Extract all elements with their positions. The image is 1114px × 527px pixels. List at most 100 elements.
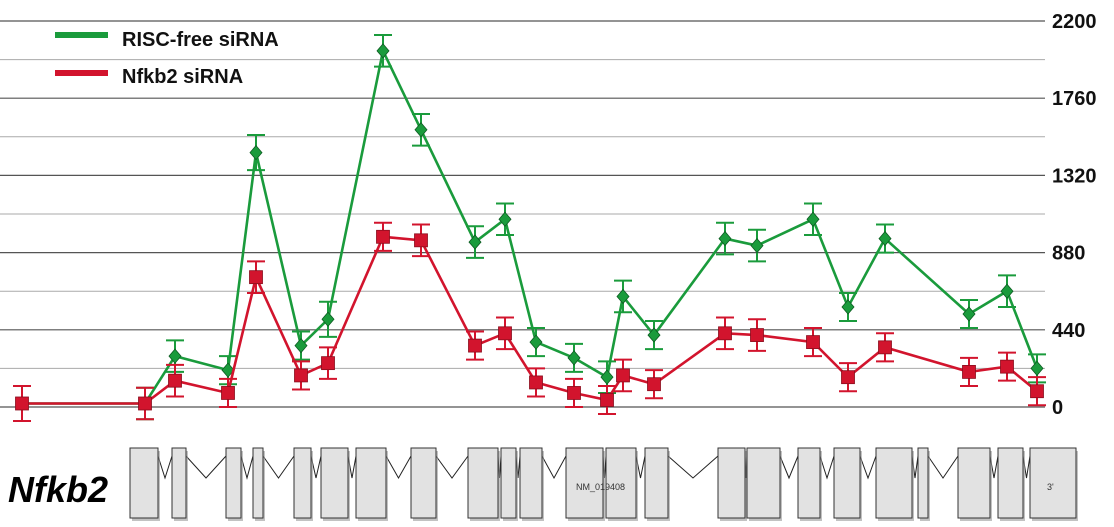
legend-label-risc-free: RISC-free siRNA [122, 29, 279, 51]
data-point [138, 396, 152, 411]
data-point [806, 335, 820, 349]
legend: RISC-free siRNA Nfkb2 siRNA [55, 29, 279, 88]
exon-box [320, 447, 349, 519]
data-point [750, 328, 764, 342]
exon-box [519, 447, 543, 519]
y-tick-label: 1320 [1052, 165, 1097, 187]
data-point [647, 377, 661, 392]
data-point [529, 375, 543, 390]
exon-box [129, 447, 159, 519]
data-point [841, 370, 855, 385]
data-point [168, 373, 182, 388]
exon-box [467, 447, 499, 519]
exon-box [833, 447, 861, 519]
data-point [1000, 359, 1014, 374]
y-tick-label: 880 [1052, 243, 1085, 265]
series-nfkb2 [13, 221, 1046, 423]
data-point [750, 237, 764, 254]
data-point [718, 230, 732, 247]
data-point [1030, 360, 1044, 377]
data-point [567, 350, 581, 366]
exon-box [565, 447, 604, 519]
intron-connector [927, 455, 959, 479]
data-point [1030, 384, 1044, 399]
data-point [841, 299, 855, 315]
exon-box [644, 447, 669, 519]
intron-connector [819, 455, 835, 480]
intron-connector [541, 455, 567, 480]
exon-box [293, 447, 312, 519]
exon-box [252, 447, 264, 519]
data-point [647, 327, 661, 343]
data-point [962, 365, 976, 379]
data-point [616, 288, 630, 305]
exon-box [171, 447, 187, 519]
data-point [718, 326, 732, 341]
intron-connector [859, 455, 877, 480]
exon-box [355, 447, 387, 519]
data-point [294, 368, 308, 383]
exon-box [875, 447, 913, 519]
exon-box [957, 447, 991, 519]
intron-connector [435, 455, 469, 479]
exon-box [717, 447, 746, 519]
transcript-label: NM_019408 [576, 482, 625, 492]
data-point [249, 144, 263, 161]
intron-connector [385, 455, 412, 480]
data-point [1000, 283, 1014, 299]
data-point [376, 229, 390, 244]
data-point [529, 334, 543, 350]
gene-name-label: Nfkb2 [8, 469, 108, 510]
exon-box [500, 447, 517, 519]
legend-label-nfkb2: Nfkb2 siRNA [122, 66, 243, 88]
intron-connector [185, 455, 227, 479]
data-point [221, 386, 235, 400]
series-layer [13, 34, 1046, 423]
data-point [962, 306, 976, 322]
data-point [878, 230, 892, 247]
exon-box [605, 447, 637, 519]
data-point [468, 234, 482, 250]
data-point [878, 340, 892, 355]
data-point [249, 270, 263, 285]
intron-connector [667, 455, 719, 479]
data-point [498, 326, 512, 341]
series-risc-free [13, 34, 1046, 423]
y-axis-tick-labels: 0 440 880 1320 1760 2200 [1052, 11, 1097, 419]
exon-box [410, 447, 437, 519]
data-point [414, 233, 428, 248]
data-point [567, 386, 581, 400]
series-line [22, 46, 1039, 405]
exon-box [746, 447, 781, 519]
y-tick-label: 2200 [1052, 11, 1097, 33]
data-point [15, 396, 29, 411]
intron-connector [262, 455, 295, 479]
intron-connector [157, 455, 173, 480]
data-point [468, 338, 482, 353]
three-prime-label: 3' [1047, 482, 1054, 492]
data-point [168, 348, 182, 364]
data-point [806, 211, 820, 227]
intron-connector [779, 455, 799, 480]
exon-box [917, 447, 929, 519]
exon-box [1029, 447, 1077, 519]
y-tick-label: 0 [1052, 397, 1063, 419]
data-point [616, 368, 630, 383]
data-point [498, 211, 512, 227]
data-point [600, 369, 614, 385]
data-point [414, 122, 428, 138]
gene-model: Nfkb2 NM_019408 3' [8, 447, 1078, 521]
exon-track [129, 447, 1078, 521]
data-point [221, 362, 235, 378]
exon-box [225, 447, 242, 519]
y-tick-label: 1760 [1052, 88, 1097, 110]
y-tick-label: 440 [1052, 320, 1085, 342]
data-point [376, 43, 390, 59]
data-point [294, 337, 308, 354]
exon-box [797, 447, 821, 519]
data-point [321, 311, 335, 327]
data-point [600, 393, 614, 407]
data-point [321, 356, 335, 371]
exon-box [997, 447, 1024, 519]
